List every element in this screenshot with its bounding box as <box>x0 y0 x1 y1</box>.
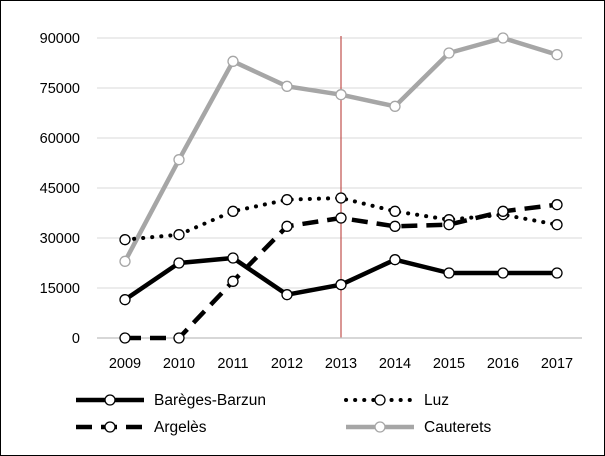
series-layer <box>119 32 563 344</box>
data-point <box>335 279 347 291</box>
series-line-luz <box>123 196 559 242</box>
legend-marker <box>374 394 386 406</box>
data-point <box>119 332 131 344</box>
data-point <box>119 255 131 267</box>
x-tick-label: 2009 <box>109 356 141 372</box>
y-tick-label: 0 <box>72 331 80 347</box>
data-point <box>281 80 293 92</box>
data-point <box>281 220 293 232</box>
data-point <box>335 89 347 101</box>
data-point <box>551 199 563 211</box>
x-tick-label: 2016 <box>487 356 519 372</box>
x-tick-label: 2013 <box>325 356 357 372</box>
y-tick-label: 75000 <box>40 81 80 97</box>
data-point <box>173 229 185 241</box>
y-tick-label: 30000 <box>40 231 80 247</box>
legend-label: Luz <box>424 392 449 409</box>
data-point <box>443 47 455 59</box>
y-tick-label: 90000 <box>40 31 80 47</box>
data-point <box>227 205 239 217</box>
data-point <box>551 49 563 61</box>
y-tick-label: 60000 <box>40 131 80 147</box>
legend-label: Barèges-Barzun <box>154 392 266 409</box>
data-point <box>497 267 509 279</box>
data-point <box>335 212 347 224</box>
legend-marker <box>104 421 116 433</box>
x-tick-label: 2015 <box>433 356 465 372</box>
data-point <box>227 55 239 67</box>
data-point <box>227 252 239 264</box>
y-axis-tick-labels: 0 15000 30000 45000 60000 75000 90000 <box>40 31 80 347</box>
data-point <box>119 234 131 246</box>
data-point <box>389 220 401 232</box>
x-tick-label: 2014 <box>379 356 411 372</box>
legend: Barèges-Barzun Luz Argelès Cauterets <box>76 392 491 436</box>
data-point <box>389 100 401 112</box>
data-point <box>119 294 131 306</box>
x-tick-label: 2011 <box>217 356 248 372</box>
data-point <box>497 205 509 217</box>
legend-marker <box>104 394 116 406</box>
x-tick-label: 2010 <box>163 356 195 372</box>
x-axis-tick-labels: 2009 2010 2011 2012 2013 2014 2015 2016 2017 <box>109 356 573 372</box>
data-point <box>173 332 185 344</box>
data-point <box>497 32 509 44</box>
data-point <box>389 254 401 266</box>
data-point <box>551 219 563 231</box>
y-tick-label: 15000 <box>40 281 80 297</box>
data-point <box>335 192 347 204</box>
data-point <box>281 289 293 301</box>
gridlines <box>97 37 582 289</box>
data-point <box>227 275 239 287</box>
legend-label: Argelès <box>154 419 207 436</box>
legend-marker <box>374 421 386 433</box>
x-tick-label: 2012 <box>271 356 303 372</box>
data-point <box>443 267 455 279</box>
x-tick-label: 2017 <box>541 356 573 372</box>
data-point <box>551 267 563 279</box>
data-point <box>173 154 185 166</box>
data-point <box>443 219 455 231</box>
data-point <box>173 257 185 269</box>
legend-label: Cauterets <box>424 419 491 436</box>
data-point <box>389 205 401 217</box>
y-tick-label: 45000 <box>40 181 80 197</box>
data-point <box>281 194 293 206</box>
